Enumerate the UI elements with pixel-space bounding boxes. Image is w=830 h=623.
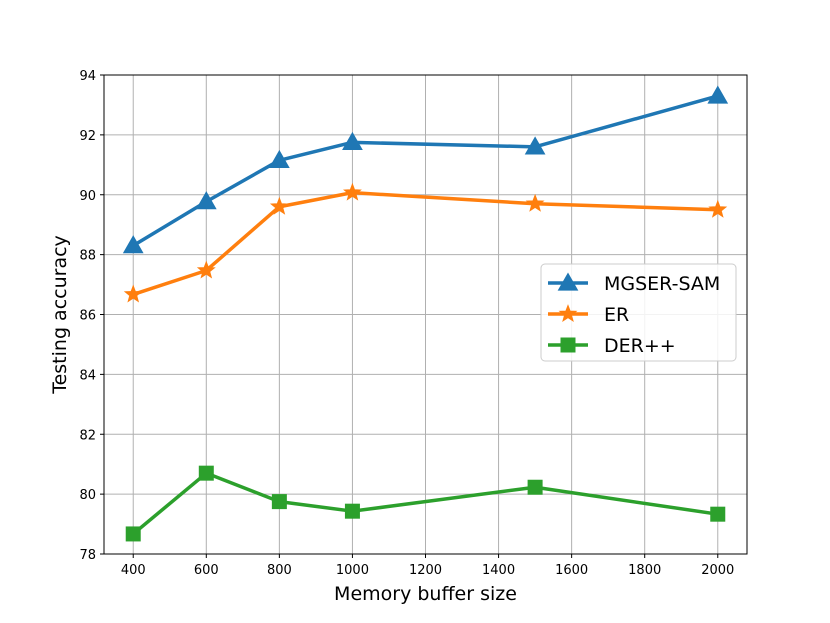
- data-point-er: [525, 193, 545, 212]
- data-point-er: [123, 284, 143, 303]
- data-point-er: [343, 182, 362, 201]
- data-point-er: [708, 199, 728, 218]
- legend-frame: [540, 263, 737, 362]
- x-tick-label: 800: [267, 563, 292, 578]
- x-axis-label: Memory buffer size: [334, 583, 517, 605]
- y-tick-label: 80: [79, 488, 96, 503]
- data-point-mgser-sam: [269, 149, 290, 168]
- legend-marker-mgser-sam: [557, 272, 579, 291]
- series-er: [123, 182, 728, 303]
- series-line-der: [131, 471, 720, 536]
- data-point-mgser-sam: [524, 136, 546, 155]
- data-point-der: [271, 494, 287, 510]
- series-line-er: [131, 190, 720, 297]
- y-tick-label: 88: [79, 249, 96, 264]
- y-tick-label: 78: [79, 548, 96, 563]
- y-tick-label: 86: [79, 309, 96, 324]
- y-tick-label: 94: [79, 69, 96, 84]
- x-tick-label: 400: [121, 563, 146, 578]
- legend-label-mgser-sam: MGSER-SAM: [604, 273, 720, 295]
- x-tick-label: 1800: [628, 563, 661, 578]
- series-layer: [122, 85, 729, 542]
- data-point-der: [344, 503, 360, 519]
- data-point-der: [710, 506, 726, 522]
- data-point-er: [196, 260, 216, 279]
- y-tick-label: 82: [79, 428, 96, 443]
- x-tick-label: 600: [194, 563, 219, 578]
- legend-marker-er: [558, 304, 578, 323]
- series-line-mgser-sam: [131, 94, 720, 248]
- x-tick-label: 1600: [555, 563, 588, 578]
- y-tick-label: 92: [79, 129, 96, 144]
- legend: MGSER-SAM ER DER++: [540, 263, 737, 362]
- data-point-er: [269, 196, 289, 215]
- data-point-der: [125, 526, 141, 542]
- data-point-der: [198, 465, 214, 481]
- legend-label-der: DER++: [604, 335, 676, 357]
- data-point-mgser-sam: [707, 85, 729, 104]
- data-point-mgser-sam: [122, 235, 144, 254]
- legend-label-er: ER: [604, 304, 629, 326]
- x-tick-label: 1200: [409, 563, 442, 578]
- series-der: [125, 465, 726, 542]
- data-point-der: [527, 479, 543, 495]
- ticks: 400 600 800 1000 1200 1400 1600 1800 2000 78 80 82 8…: [79, 69, 734, 578]
- y-tick-label: 84: [79, 368, 96, 383]
- x-tick-label: 1400: [482, 563, 515, 578]
- legend-marker-der: [560, 337, 576, 353]
- x-tick-label: 2000: [701, 563, 734, 578]
- data-point-mgser-sam: [342, 131, 363, 150]
- series-mgser-sam: [122, 85, 729, 254]
- data-point-mgser-sam: [195, 191, 217, 210]
- x-tick-label: 1000: [336, 563, 369, 578]
- y-tick-label: 90: [79, 189, 96, 204]
- y-axis-label: Testing accuracy: [49, 235, 71, 395]
